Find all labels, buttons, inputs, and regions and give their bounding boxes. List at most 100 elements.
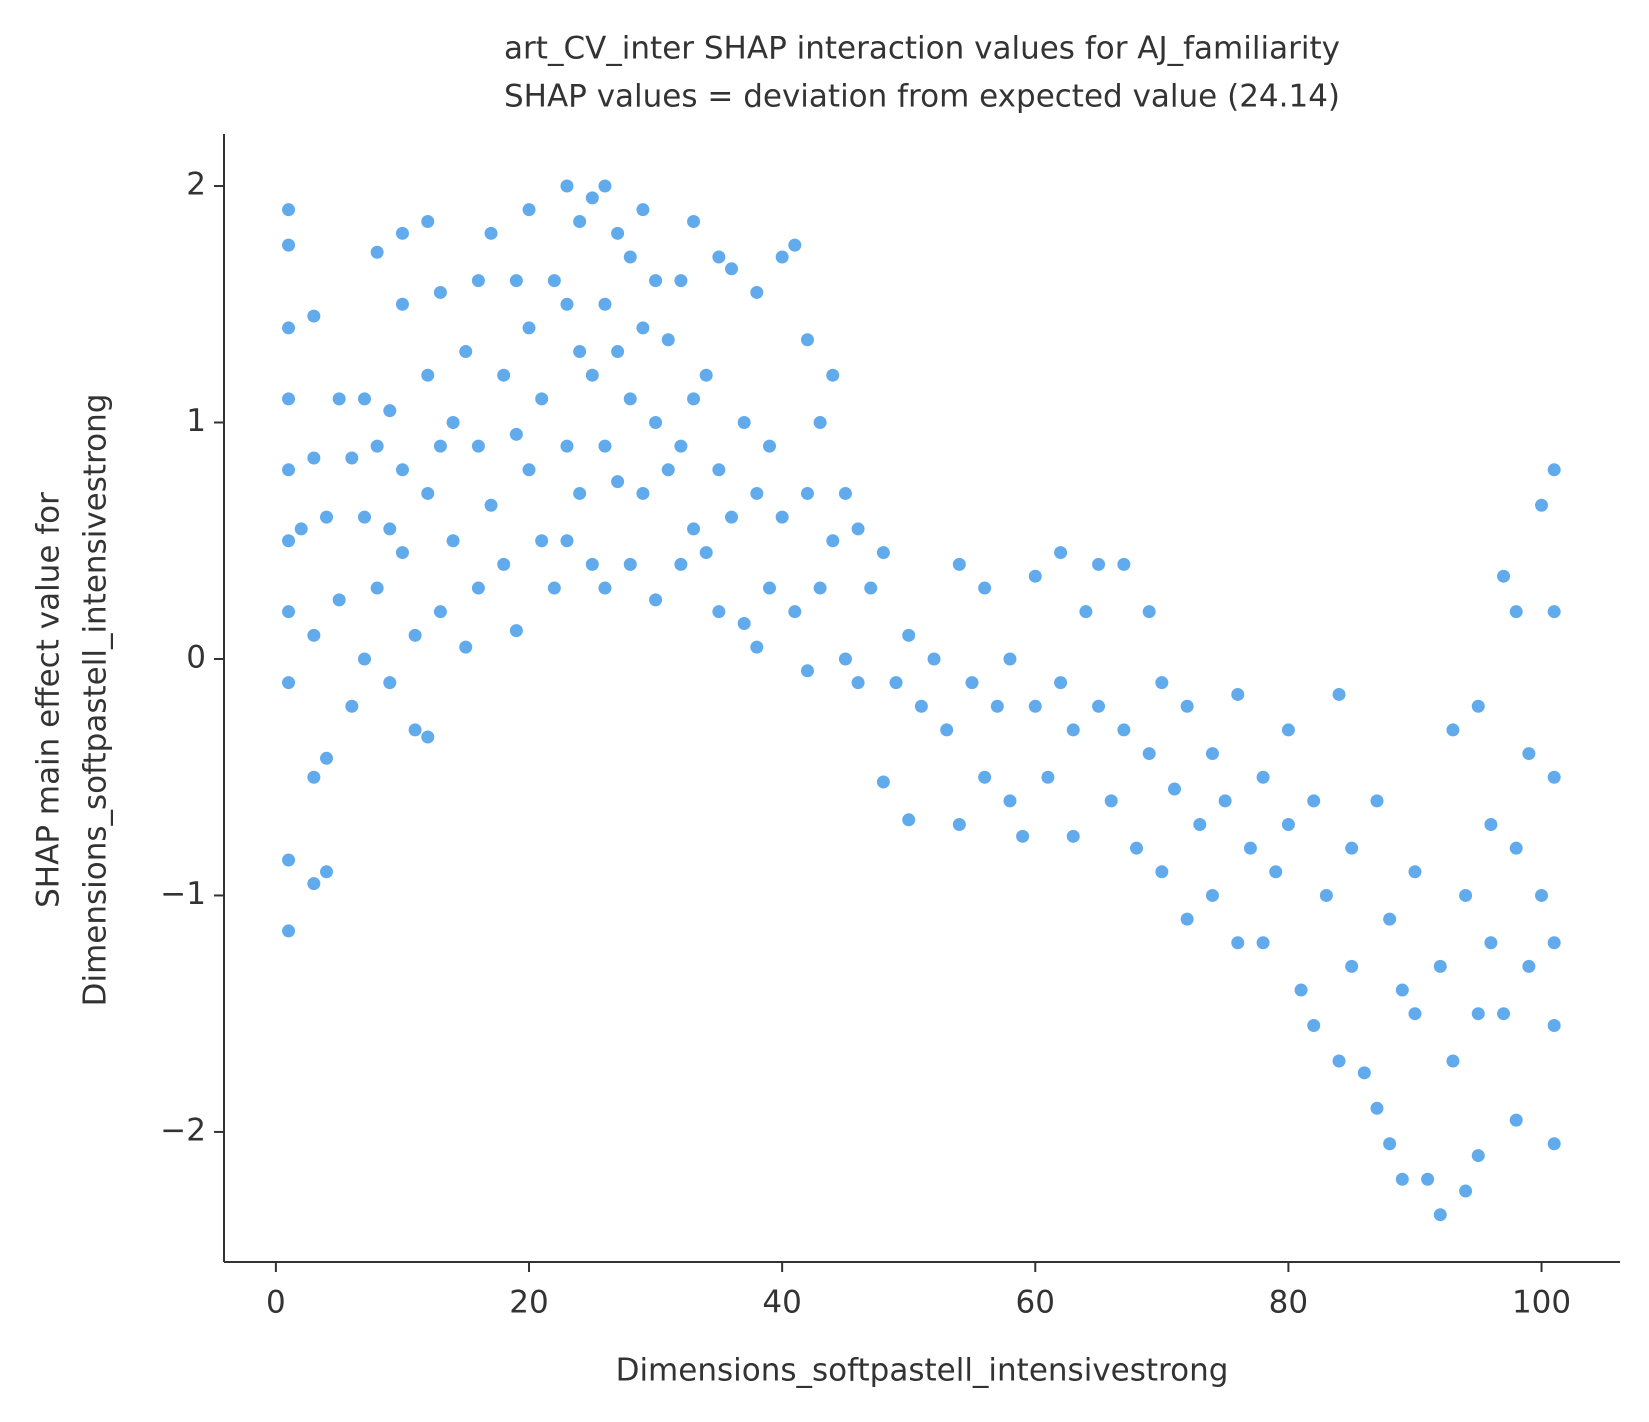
point [1547,936,1561,950]
point [535,534,549,548]
point [282,238,296,252]
point [395,226,409,240]
point [522,463,536,477]
point [1497,1007,1511,1021]
point [370,439,384,453]
x-tick-label: 100 [1512,1285,1571,1321]
point [307,628,321,642]
point [611,226,625,240]
point [1522,747,1536,761]
point [623,557,637,571]
point [446,416,460,430]
point [914,699,928,713]
point [560,297,574,311]
y-tick-label: −2 [160,1112,206,1148]
point [1231,687,1245,701]
point [421,368,435,382]
point [1281,723,1295,737]
point [927,652,941,666]
point [851,522,865,536]
point [345,451,359,465]
point [990,699,1004,713]
point [497,368,511,382]
point [547,581,561,595]
y-tick-label: −1 [160,876,206,912]
point [433,605,447,619]
point [775,510,789,524]
point [1003,794,1017,808]
point [357,510,371,524]
point [1307,1019,1321,1033]
point [320,510,334,524]
point [1332,687,1346,701]
point [725,262,739,276]
point [712,250,726,264]
point [1155,865,1169,879]
point [800,486,814,500]
point [560,439,574,453]
point [408,723,422,737]
point [585,557,599,571]
point [1383,912,1397,926]
point [459,640,473,654]
point [1281,818,1295,832]
point [1395,983,1409,997]
point [282,534,296,548]
point [345,699,359,713]
point [952,557,966,571]
point [1547,605,1561,619]
point [1218,794,1232,808]
point [623,392,637,406]
point [1041,770,1055,784]
point [433,285,447,299]
point [699,368,713,382]
point [1421,1172,1435,1186]
point [585,368,599,382]
point [1028,569,1042,583]
point [750,640,764,654]
point [725,510,739,524]
point [1180,912,1194,926]
point [661,333,675,347]
point [383,676,397,690]
point [282,321,296,335]
point [826,534,840,548]
point [674,274,688,288]
point [623,250,637,264]
point [294,522,308,536]
point [1028,699,1042,713]
point [1509,841,1523,855]
point [762,439,776,453]
point [282,853,296,867]
point [1547,463,1561,477]
point [282,392,296,406]
point [522,203,536,217]
point [585,191,599,205]
point [762,581,776,595]
point [775,250,789,264]
point [357,392,371,406]
point [1433,1208,1447,1222]
point [1193,818,1207,832]
point [1231,936,1245,950]
point [636,321,650,335]
point [876,775,890,789]
point [307,770,321,784]
point [636,203,650,217]
point [535,392,549,406]
point [320,865,334,879]
point [332,392,346,406]
point [699,546,713,560]
point [1003,652,1017,666]
point [813,416,827,430]
point [800,333,814,347]
point [1459,888,1473,902]
point [320,751,334,765]
point [1357,1066,1371,1080]
y-axis-label: SHAP main effect value for [31,492,67,908]
point [370,245,384,259]
point [1066,723,1080,737]
point [940,723,954,737]
point [1345,841,1359,855]
x-tick-label: 40 [762,1285,801,1321]
